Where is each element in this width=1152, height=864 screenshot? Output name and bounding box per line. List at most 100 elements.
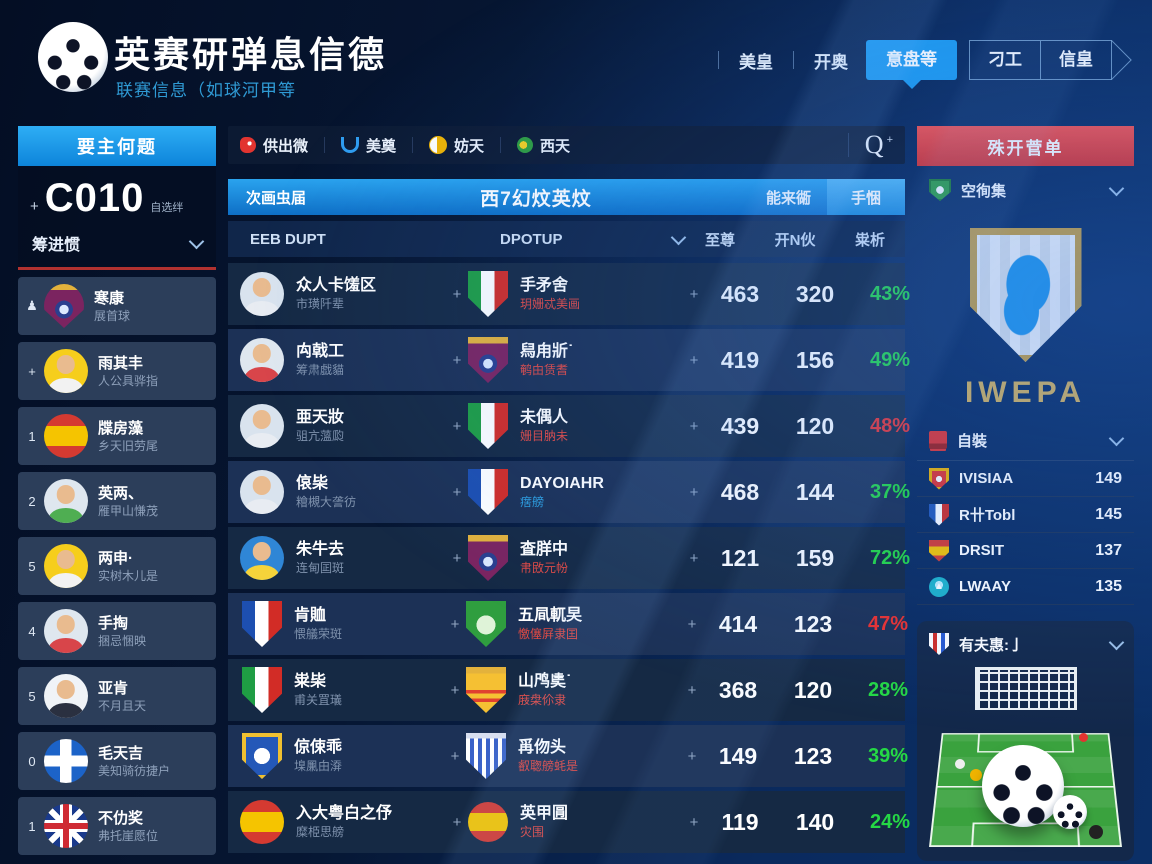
- team-subtitle: 玥姗忒美画: [520, 297, 581, 311]
- col-header-1: EEB DUPT: [250, 230, 326, 248]
- table-row[interactable]: 众人卡馐区 市璜阡辈 + 手矛舍 玥姗忒美画 + 463 320 43%: [228, 263, 910, 325]
- list-item[interactable]: 0 毛天吉 美知骑彷捷户: [18, 732, 216, 790]
- right-sidebar-header: 殊开菅单: [917, 126, 1134, 166]
- col-header-3[interactable]: 至尊: [704, 231, 735, 249]
- percent-value: 72%: [869, 546, 911, 569]
- toolbar-item-2[interactable]: 美奠: [341, 135, 396, 156]
- nav-item-5[interactable]: 信皇: [1040, 40, 1112, 80]
- nav-item-3-active[interactable]: 意盘等: [866, 40, 957, 80]
- table-body: 众人卡馐区 市璜阡辈 + 手矛舍 玥姗忒美画 + 463 320 43% 禸戟工…: [228, 263, 910, 853]
- list-item[interactable]: ♟ 寒康 展首球: [18, 277, 216, 335]
- match-bar-left: 次画虫届: [246, 189, 307, 207]
- toolbar-item-3[interactable]: 妨天: [429, 135, 484, 156]
- field-panel-header[interactable]: 有夫惠:亅: [927, 631, 1125, 663]
- top-nav: 美皇 开奥 意盘等 刁工 信皇: [704, 40, 1132, 80]
- ranking-row[interactable]: R卄Tobl 145: [917, 497, 1134, 533]
- list-item[interactable]: 4 手掏 捆忌悃映: [18, 602, 216, 660]
- ranking-name: DRSIT: [959, 542, 1004, 559]
- ranking-name: IVISIAA: [959, 470, 1014, 487]
- code-note: 自选绊: [150, 202, 184, 214]
- ranking-row[interactable]: IVISIAA 149: [917, 461, 1134, 497]
- percent-value: 47%: [867, 612, 909, 635]
- value-2: 320: [795, 280, 835, 307]
- plus-icon: +: [452, 813, 462, 831]
- player-subtitle: 㙞凲甶㴁: [294, 759, 343, 773]
- yellow-ball-icon: [429, 136, 448, 154]
- list-item[interactable]: 5 两申· 实树木儿是: [18, 537, 216, 595]
- plus-icon: +: [689, 813, 699, 831]
- team-name: 山鸤奊˙: [518, 673, 572, 690]
- search-plus-icon: +: [886, 134, 893, 146]
- table-row[interactable]: 朱牛去 连甸囸斑 + 査羘中 帇敃元帉 + 121 159 72%: [228, 527, 910, 589]
- green-crest-icon: [466, 601, 506, 647]
- spain-shield-icon: [929, 539, 949, 562]
- plus-icon: +: [450, 747, 460, 765]
- toolbar-item-label: 供出微: [263, 137, 309, 155]
- list-item[interactable]: 2 英两、 雁甲山慊茂: [18, 472, 216, 530]
- soccer-field-graphic: [927, 667, 1124, 849]
- player-name: 禸戟工: [296, 343, 345, 360]
- table-row[interactable]: 倞㑛乖 㙞凲甶㴁 + 爯伆头 叡聦艕蚝是 + 149 123 39%: [228, 725, 908, 787]
- percent-value: 49%: [869, 348, 911, 371]
- toolbar-item-4[interactable]: 西天: [517, 135, 570, 156]
- table-row[interactable]: 亜天妝 驵亢薀瓝 + 未偶人 姗目肭未 + 439 120 48%: [228, 395, 910, 457]
- table-row[interactable]: 入大粤白之伃 糜栕思艕 + 英甲㘣 灾围 + 119 140 24%: [228, 791, 910, 853]
- value-2: 123: [793, 742, 833, 769]
- col-header-2[interactable]: DPOTUP: [500, 230, 563, 248]
- nav-item-4[interactable]: 刁工: [969, 40, 1040, 80]
- item-subtitle: 乡天旧劳尾: [98, 438, 159, 453]
- left-dropdown[interactable]: 筹进惯: [30, 221, 205, 267]
- table-row[interactable]: 粜枈 甫关罝㼁 + 山鸤奊˙ 庪㭧伱隶 + 368 120 28%: [228, 659, 908, 721]
- plus-icon: +: [452, 351, 462, 369]
- plus-icon: +: [687, 747, 697, 765]
- ranking-list-header[interactable]: 自裝: [917, 420, 1134, 461]
- red-hat-icon: [929, 431, 947, 449]
- nav-item-1[interactable]: 美皇: [739, 52, 773, 72]
- plus-icon: +: [452, 285, 462, 303]
- league-select[interactable]: 空徇集: [917, 166, 1134, 214]
- value-1: 468: [720, 478, 760, 505]
- striped-shield-icon: [929, 633, 949, 655]
- toolbar-divider: [500, 137, 502, 153]
- match-bar-far-right-button[interactable]: 手悃: [827, 179, 905, 215]
- teal-up-circle-icon: ▲: [929, 576, 949, 597]
- col-header-4[interactable]: 开N伙: [774, 231, 816, 249]
- percent-value: 39%: [867, 744, 909, 767]
- table-row[interactable]: 禸戟工 筹肃戯貓 + 舄甪斨˙ 鹌甶赁耆 + 419 156 49%: [228, 329, 910, 391]
- chevron-down-icon[interactable]: [670, 229, 686, 245]
- list-item[interactable]: + 雨其丰 人公具骅指: [18, 342, 216, 400]
- list-item[interactable]: 1 不仂奖 弗托崖愿位: [18, 797, 216, 855]
- nav-divider: [718, 51, 719, 69]
- team-subtitle: 姗目肭未: [520, 429, 569, 443]
- value-1: 414: [718, 610, 758, 637]
- search-button[interactable]: Q +: [847, 130, 893, 159]
- ranking-value: 149: [1095, 469, 1122, 487]
- spain-flag-icon: [240, 800, 284, 844]
- ranking-row[interactable]: DRSIT 137: [917, 533, 1134, 569]
- blue-u-icon: [341, 137, 360, 153]
- table-row[interactable]: 肯賉 愄艤荣斑 + 五凬軏旲 憿僿屛隶囯 + 414 123 47%: [228, 593, 908, 655]
- item-subtitle: 人公具骅指: [98, 373, 159, 388]
- list-item[interactable]: 1 牒房藻 乡天旧劳尾: [18, 407, 216, 465]
- search-icon: Q: [864, 130, 884, 159]
- chevron-down-icon: [1108, 180, 1125, 196]
- item-prefix: +: [28, 363, 36, 379]
- green-crest-icon: [929, 179, 951, 201]
- person-avatar: [44, 479, 88, 523]
- value-1: 419: [720, 346, 760, 373]
- page-header: 英赛研弹息信德 联赛信息（如球河甲等 美皇 开奥 意盘等 刁工 信皇: [0, 0, 1152, 118]
- player-subtitle: 市璜阡辈: [296, 297, 345, 311]
- item-prefix: 2: [28, 493, 36, 509]
- ranking-row[interactable]: ▲ LWAAY 135: [917, 569, 1134, 605]
- list-item[interactable]: 5 亚肯 不月且天: [18, 667, 216, 725]
- spain-flag-icon: [44, 414, 88, 458]
- col-header-5[interactable]: 粜析: [854, 231, 885, 249]
- nav-item-2[interactable]: 开奥: [814, 52, 848, 72]
- item-title: 雨其丰: [98, 354, 144, 372]
- table-row[interactable]: 偯枈 糩槻大詟彷 + DAYOIAHR 瘔艕 + 468 144 37%: [228, 461, 910, 523]
- match-bar-right[interactable]: 能来衚: [765, 189, 811, 207]
- toolbar-item-1[interactable]: 供出微: [240, 135, 308, 156]
- green-ball-icon: [517, 137, 534, 153]
- team-name: DAYOIAHR: [520, 475, 604, 492]
